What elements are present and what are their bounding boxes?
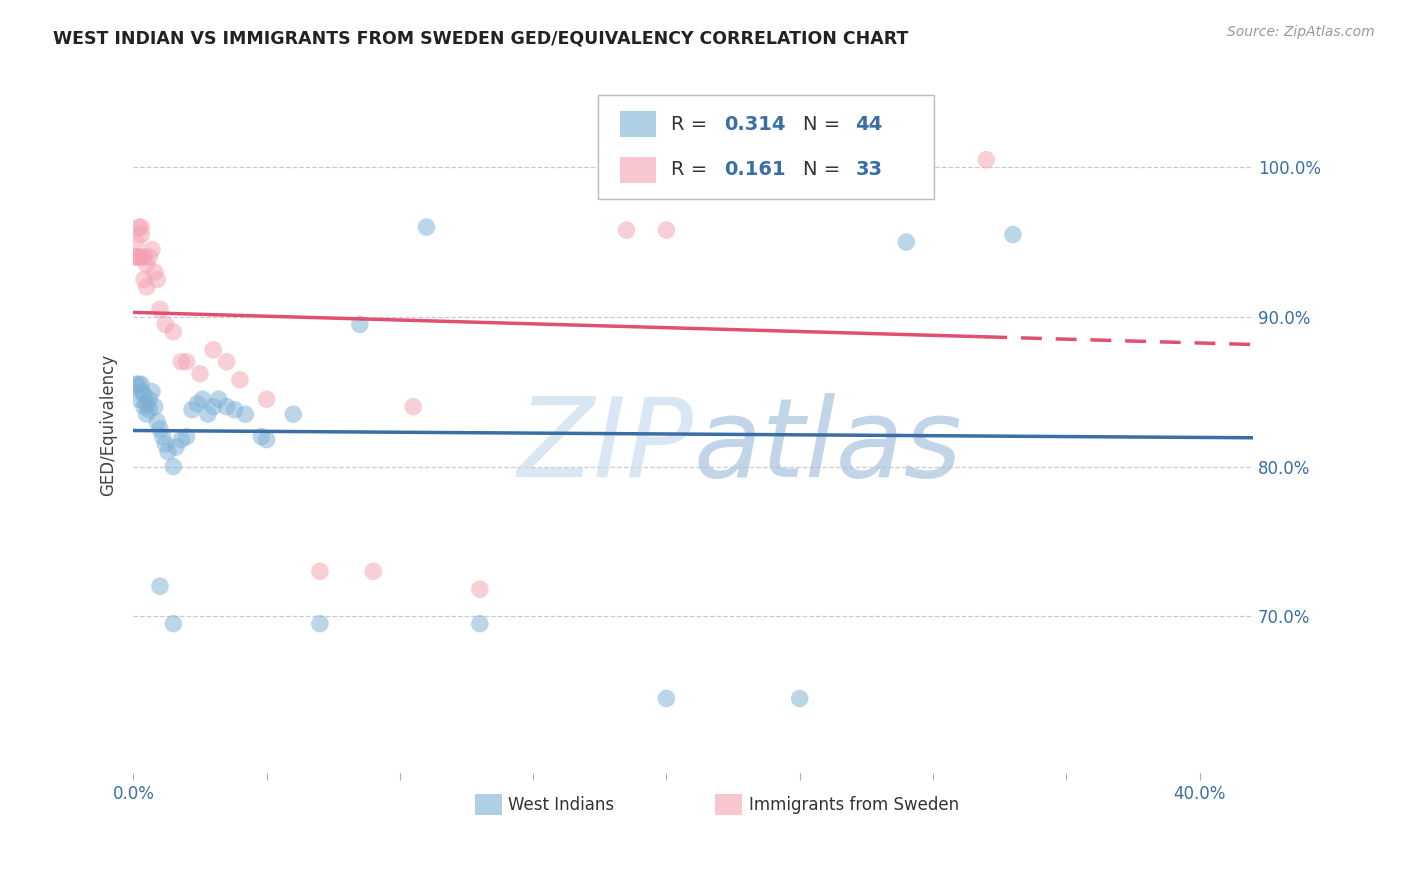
Text: 0.161: 0.161 xyxy=(724,161,786,179)
Point xyxy=(131,220,153,235)
Point xyxy=(215,355,238,369)
Point xyxy=(143,265,166,279)
Point xyxy=(1001,227,1024,242)
Text: WEST INDIAN VS IMMIGRANTS FROM SWEDEN GED/EQUIVALENCY CORRELATION CHART: WEST INDIAN VS IMMIGRANTS FROM SWEDEN GE… xyxy=(53,29,908,47)
Point xyxy=(170,355,193,369)
Point xyxy=(146,415,169,429)
Point xyxy=(131,227,153,242)
Text: West Indians: West Indians xyxy=(509,796,614,814)
Point xyxy=(125,235,148,249)
Point xyxy=(132,400,155,414)
Point xyxy=(128,377,150,392)
Point xyxy=(132,250,155,264)
Point xyxy=(155,318,177,332)
Point xyxy=(152,429,174,443)
Point xyxy=(309,616,332,631)
Text: N =: N = xyxy=(803,114,846,134)
Point xyxy=(143,400,166,414)
Point xyxy=(162,616,184,631)
Point xyxy=(402,400,425,414)
Point xyxy=(135,397,157,411)
Y-axis label: GED/Equivalency: GED/Equivalency xyxy=(100,354,117,497)
Point xyxy=(132,388,155,402)
Point xyxy=(162,459,184,474)
Bar xyxy=(475,794,502,815)
Point xyxy=(170,433,193,447)
Text: 0.314: 0.314 xyxy=(724,114,786,134)
Point xyxy=(229,373,252,387)
Point xyxy=(128,220,150,235)
Point xyxy=(165,440,187,454)
Point xyxy=(141,243,163,257)
Point xyxy=(188,367,211,381)
Text: Immigrants from Sweden: Immigrants from Sweden xyxy=(749,796,959,814)
Point xyxy=(128,250,150,264)
Point xyxy=(616,223,638,237)
Point xyxy=(974,153,997,167)
Point xyxy=(224,402,246,417)
Point xyxy=(468,616,491,631)
Point xyxy=(131,250,153,264)
Point xyxy=(135,407,157,421)
Point xyxy=(141,384,163,399)
Text: 33: 33 xyxy=(855,161,883,179)
Bar xyxy=(620,111,657,137)
Point xyxy=(128,392,150,407)
Text: 44: 44 xyxy=(855,114,883,134)
Point xyxy=(156,444,179,458)
Point xyxy=(131,384,153,399)
Bar xyxy=(716,794,742,815)
Point xyxy=(256,392,278,407)
Point xyxy=(309,564,332,578)
Point xyxy=(162,325,184,339)
Point xyxy=(197,407,219,421)
Point xyxy=(149,579,172,593)
Point xyxy=(215,400,238,414)
Text: atlas: atlas xyxy=(693,392,962,500)
Point xyxy=(256,433,278,447)
Text: Source: ZipAtlas.com: Source: ZipAtlas.com xyxy=(1227,25,1375,39)
Point xyxy=(125,250,148,264)
Point xyxy=(155,437,177,451)
Text: N =: N = xyxy=(803,161,846,179)
Point xyxy=(207,392,229,407)
Point xyxy=(361,564,384,578)
Point xyxy=(131,377,153,392)
Point xyxy=(135,258,157,272)
Point xyxy=(202,343,225,357)
Point xyxy=(125,377,148,392)
Text: R =: R = xyxy=(671,161,713,179)
Point xyxy=(176,429,198,443)
Point xyxy=(125,250,148,264)
Point xyxy=(202,400,225,414)
Point xyxy=(176,355,198,369)
Point xyxy=(283,407,305,421)
Point xyxy=(181,402,204,417)
Text: ZIP: ZIP xyxy=(517,392,693,500)
Bar xyxy=(620,157,657,183)
Point xyxy=(233,407,256,421)
Point xyxy=(896,235,918,249)
Point xyxy=(138,392,160,407)
Point xyxy=(146,272,169,286)
Text: R =: R = xyxy=(671,114,713,134)
Point xyxy=(186,397,208,411)
Point xyxy=(655,223,678,237)
Point xyxy=(468,582,491,597)
Point xyxy=(415,220,437,235)
Point xyxy=(138,250,160,264)
Point xyxy=(132,272,155,286)
Point xyxy=(135,280,157,294)
Point xyxy=(789,691,811,706)
Point xyxy=(655,691,678,706)
Point xyxy=(191,392,214,407)
Point xyxy=(349,318,371,332)
Point xyxy=(138,402,160,417)
FancyBboxPatch shape xyxy=(598,95,934,199)
Point xyxy=(149,422,172,436)
Point xyxy=(149,302,172,317)
Point xyxy=(250,429,273,443)
